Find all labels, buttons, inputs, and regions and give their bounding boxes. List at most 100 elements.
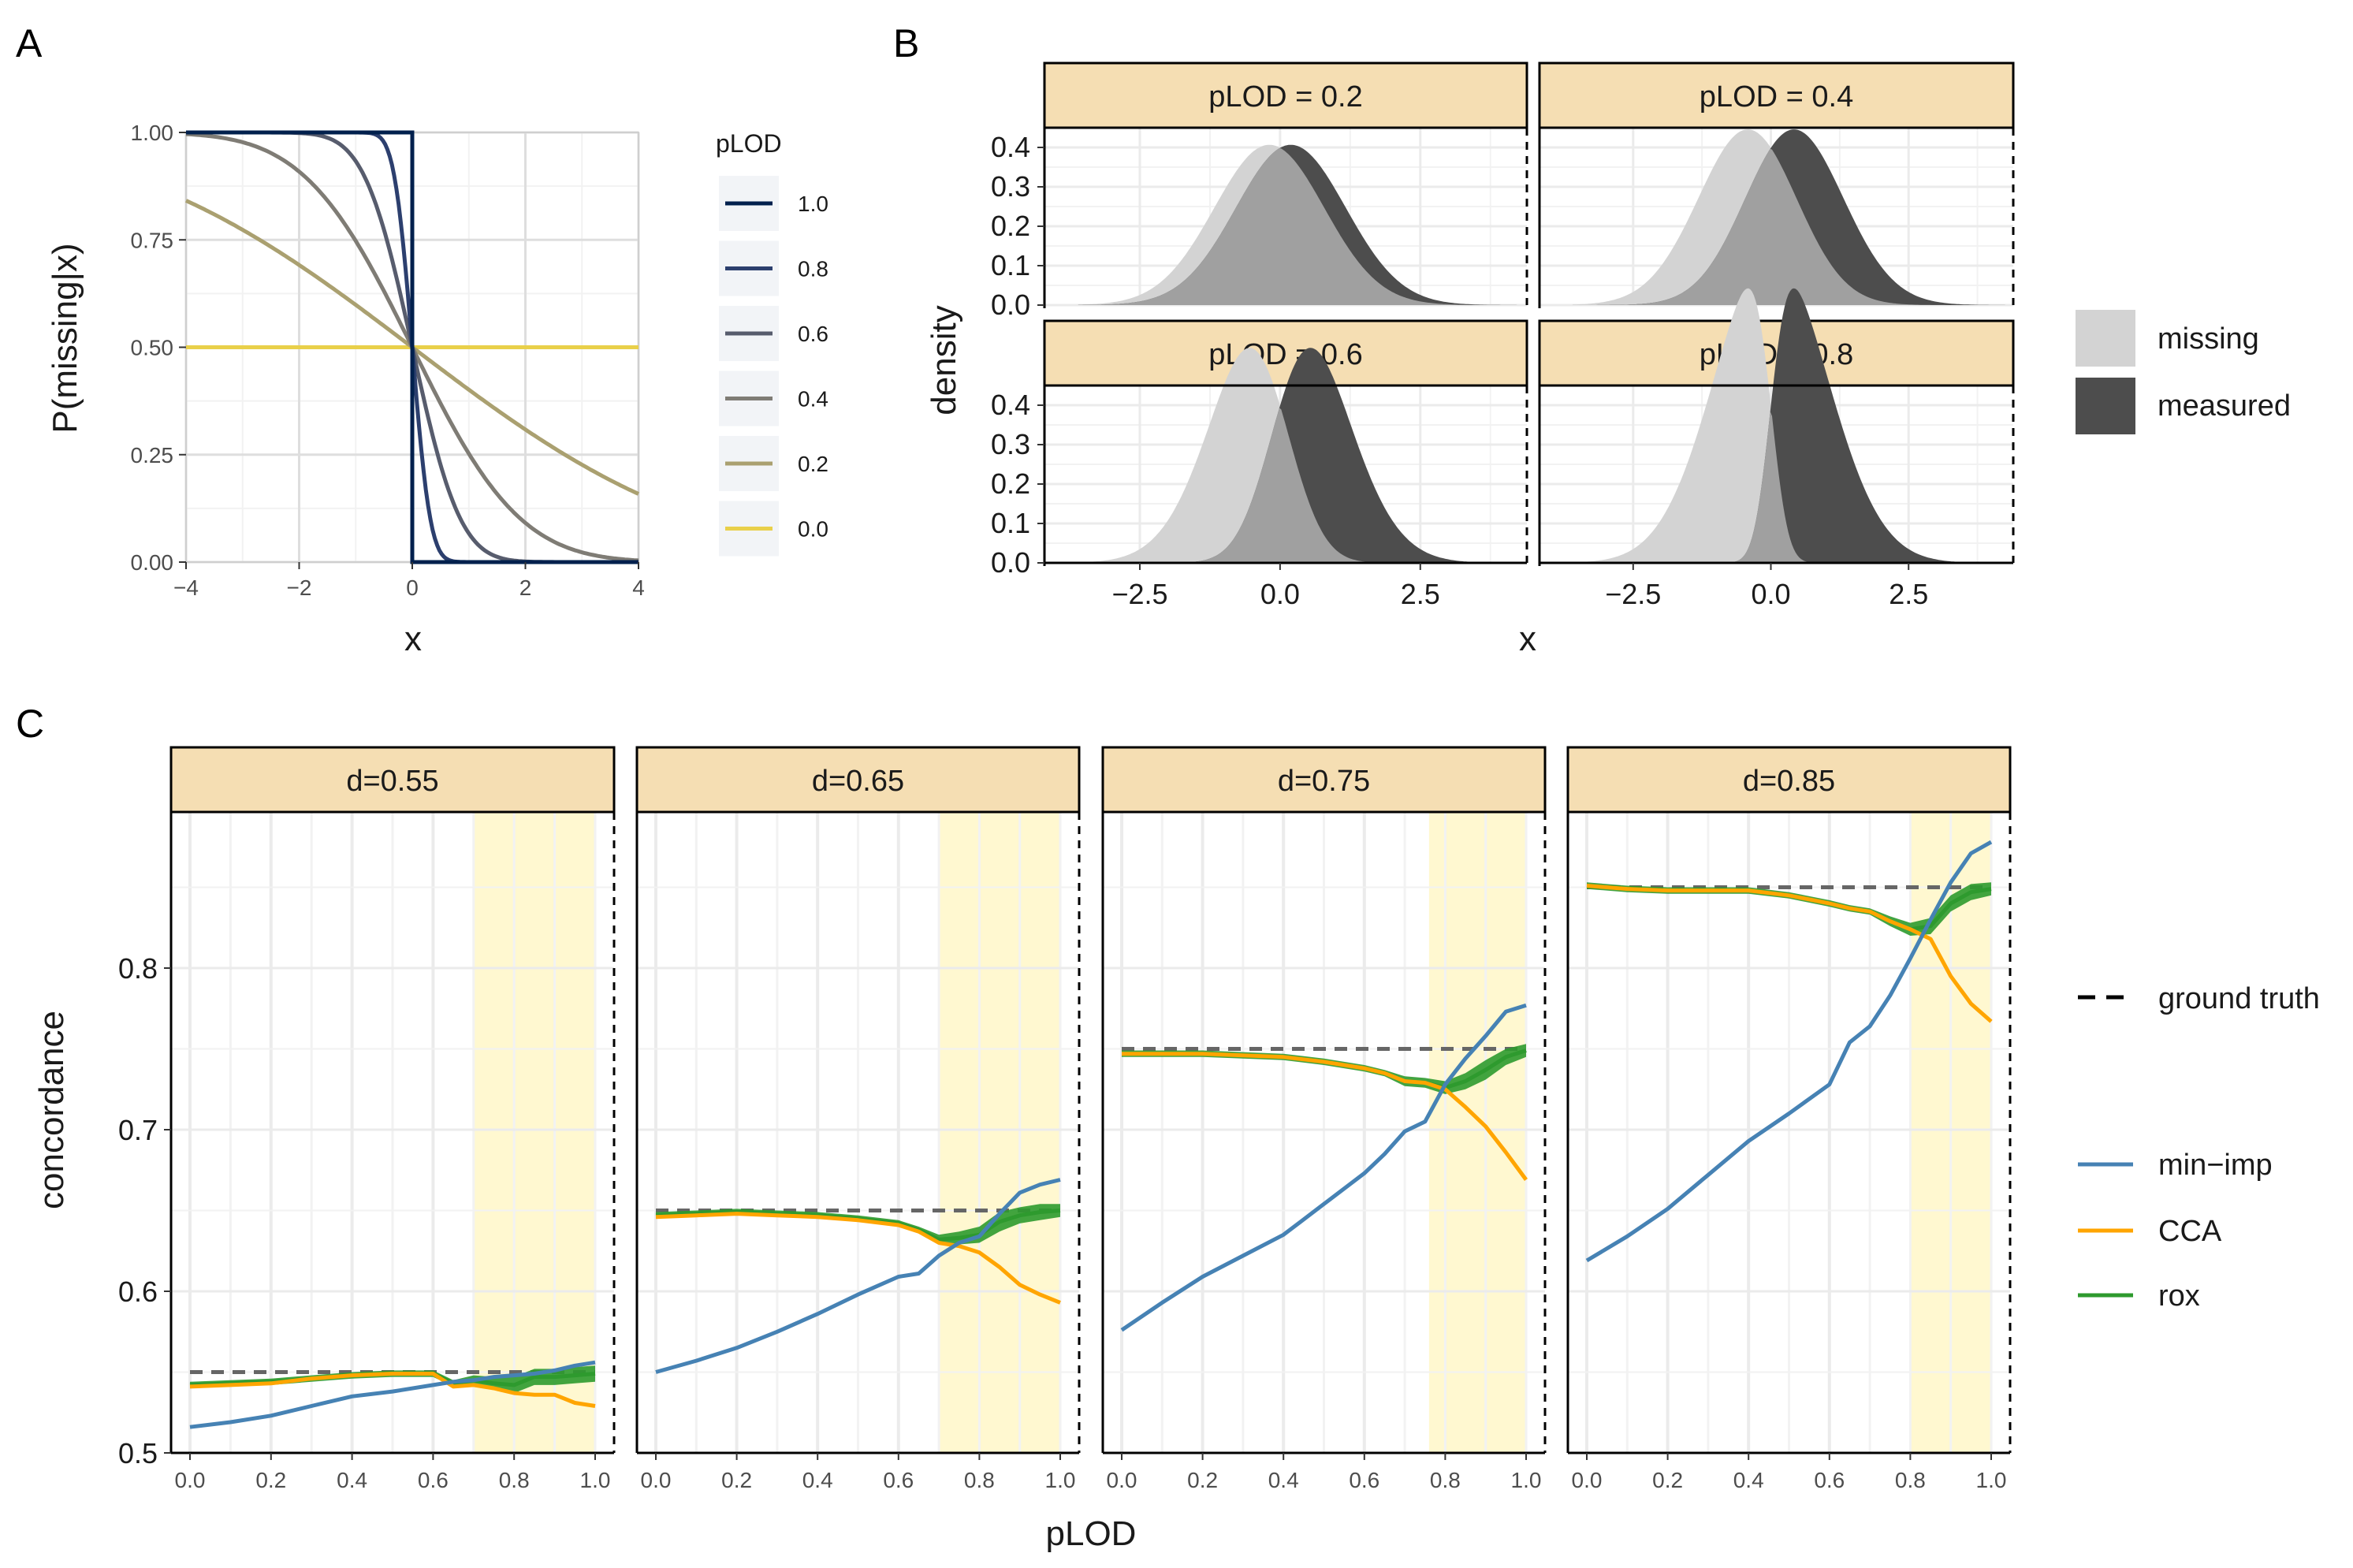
panel-c-x-tick-label: 0.2 — [1652, 1468, 1683, 1492]
panel-c-x-tick-label: 1.0 — [1511, 1468, 1542, 1492]
panel-c-x-tick-label: 0.6 — [418, 1468, 449, 1492]
panel-c-cca-line — [189, 1372, 596, 1408]
panel-b-x-tick-label: −2.5 — [1111, 578, 1167, 610]
panel-b-y-tick-label: 0.4 — [991, 389, 1030, 421]
panel-c-x-tick-label: 0.8 — [964, 1468, 995, 1492]
panel-b-y-tick-label: 0.0 — [991, 546, 1030, 579]
panel-b-x-tick-label: 2.5 — [1401, 578, 1440, 610]
panel-c-x-tick-label: 0.6 — [883, 1468, 914, 1492]
panel-c-x-tick-label: 0.0 — [1572, 1468, 1603, 1492]
panel-b-y-tick-label: 0.1 — [991, 249, 1030, 281]
panel-c-facet-label: d=0.75 — [1278, 765, 1370, 798]
panel-a-legend-label: 0.0 — [798, 517, 828, 542]
panel-a: −4 −2 0 2 4 0.00 0.25 0.50 0.75 1.00 P(missing|x)… — [46, 121, 828, 658]
panel-c-x-tick-label: 0.8 — [1895, 1468, 1926, 1492]
panel-c-x-label: pLOD — [1046, 1514, 1137, 1553]
panel-b-x-tick-label: 0.0 — [1260, 578, 1300, 610]
panel-a-y-label: P(missing|x) — [46, 243, 84, 433]
panel-c-x-tick-label: 1.0 — [1976, 1468, 2007, 1492]
panel-c-x-tick-label: 0.2 — [1187, 1468, 1218, 1492]
panel-b-facet: pLOD = 0.4 — [1538, 61, 2015, 308]
legend-label-min-imp: min−imp — [2158, 1149, 2273, 1182]
panel-c-highlight-region — [1428, 812, 1526, 1453]
panel-c-x-tick-label: 0.6 — [1814, 1468, 1845, 1492]
panel-c-min-imp-line — [655, 1178, 1061, 1374]
legend-label-rox: rox — [2158, 1279, 2200, 1313]
panel-b-density-measured — [1078, 348, 1521, 563]
panel-c-y-tick-label: 0.6 — [118, 1276, 158, 1308]
panel-c-highlight-region — [473, 812, 595, 1453]
panel-a-y-tick-label: 0.75 — [131, 228, 174, 252]
panel-c-x-tick-label: 0.4 — [1268, 1468, 1299, 1492]
panel-label-a: A — [16, 21, 43, 65]
panel-c-facet-label: d=0.55 — [346, 765, 438, 798]
panel-b-facet-strip — [1043, 319, 1528, 387]
panel-a-y-tick-label: 1.00 — [131, 121, 174, 145]
legend-swatch-missing — [2076, 310, 2135, 367]
panel-b: pLOD = 0.2 0.0 0.1 0.2 0.3 0.4 pLOD = 0.4 pLOD … — [925, 61, 2291, 658]
panel-a-legend-label: 1.0 — [798, 192, 828, 216]
panel-c-facet: d=0.65 0.0 0.2 0.4 0.6 0.8 1.0 — [635, 746, 1081, 1492]
panel-a-x-label: x — [404, 620, 422, 658]
panel-c-x-tick-label: 0.8 — [499, 1468, 530, 1492]
panel-c-x-tick-label: 0.4 — [337, 1468, 367, 1492]
panel-a-legend-label: 0.2 — [798, 452, 828, 476]
panel-c-x-tick-label: 0.0 — [1107, 1468, 1137, 1492]
panel-a-legend-label: 0.6 — [798, 322, 828, 346]
panel-c-min-imp-line — [1585, 840, 1993, 1263]
panel-b-facet-strip — [1538, 61, 2015, 129]
legend-label-missing: missing — [2158, 322, 2259, 356]
panel-b-density-overlap — [1572, 148, 2009, 305]
panel-b-density-missing — [1078, 348, 1521, 563]
panel-b-facet-label: pLOD = 0.4 — [1700, 80, 1853, 114]
panel-c-cca-line — [1586, 884, 1993, 1023]
panel-a-legend-label: 0.8 — [798, 257, 828, 281]
panel-a-legend-label: 0.4 — [798, 387, 828, 412]
panel-b-facet: pLOD = 0.2 0.0 0.1 0.2 0.3 0.4 — [991, 61, 1528, 321]
panel-c-facet-strip — [1101, 746, 1547, 814]
panel-c-x-tick-label: 0.4 — [1733, 1468, 1764, 1492]
legend-label-cca: CCA — [2158, 1215, 2222, 1248]
panel-c-facet-label: d=0.65 — [812, 765, 904, 798]
legend-label-measured: measured — [2158, 389, 2291, 423]
legend-label-ground-truth: ground truth — [2158, 982, 2320, 1015]
panel-c-min-imp-line — [1120, 1003, 1527, 1332]
panel-label-c: C — [16, 702, 44, 746]
panel-c-highlight-region — [939, 812, 1060, 1453]
panel-c-x-tick-label: 0.2 — [255, 1468, 286, 1492]
panel-b-y-tick-label: 0.1 — [991, 507, 1030, 539]
panel-c: d=0.55 0.0 0.2 0.4 0.6 0.8 1.0 d=0.65 0.0 0.2 0.4 0… — [32, 746, 2320, 1553]
panel-c-facet-label: d=0.85 — [1743, 765, 1835, 798]
panel-b-x-label: x — [1519, 620, 1536, 658]
panel-c-x-tick-label: 0.6 — [1349, 1468, 1379, 1492]
panel-c-facet: d=0.75 0.0 0.2 0.4 0.6 0.8 1.0 — [1101, 746, 1547, 1492]
panel-b-facet: pLOD = 0.8−2.5 0.0 2.5 — [1538, 288, 2015, 610]
panel-c-x-tick-label: 1.0 — [1045, 1468, 1076, 1492]
panel-c-x-tick-label: 0.8 — [1430, 1468, 1461, 1492]
panel-c-y-tick-label: 0.7 — [118, 1114, 158, 1146]
panel-b-x-tick-label: −2.5 — [1605, 578, 1661, 610]
panel-b-y-label: density — [925, 305, 963, 415]
panel-c-y-tick-label: 0.5 — [118, 1437, 158, 1469]
panel-a-x-tick-label: −2 — [287, 575, 312, 600]
panel-a-x-tick-label: −4 — [173, 575, 199, 600]
panel-b-density-overlap — [1078, 408, 1521, 563]
panel-a-y-tick-label: 0.50 — [131, 336, 174, 360]
panel-c-x-tick-label: 0.4 — [802, 1468, 833, 1492]
panel-c-x-tick-label: 0.0 — [175, 1468, 206, 1492]
panel-b-density-missing — [1572, 288, 2009, 563]
panel-c-facet-strip — [635, 746, 1081, 814]
panel-a-x-tick-label: 4 — [632, 575, 645, 600]
legend-swatch-measured — [2076, 378, 2135, 434]
panel-b-facet: pLOD = 0.6 0.0 0.1 0.2 0.3 0.4 −2.5 0.0 2.5 — [991, 319, 1528, 610]
panel-a-legend-title: pLOD — [716, 129, 782, 158]
panel-c-x-tick-label: 0.0 — [641, 1468, 672, 1492]
panel-b-facet-strip — [1043, 61, 1528, 129]
panel-c-cca-line — [1122, 1052, 1528, 1181]
panel-a-x-tick-label: 0 — [406, 575, 419, 600]
panel-c-x-tick-label: 1.0 — [580, 1468, 611, 1492]
panel-c-facet: d=0.85 0.0 0.2 0.4 0.6 0.8 1.0 — [1566, 746, 2012, 1492]
panel-c-y-label: concordance — [32, 1011, 71, 1209]
panel-b-facet-label: pLOD = 0.2 — [1208, 80, 1362, 114]
